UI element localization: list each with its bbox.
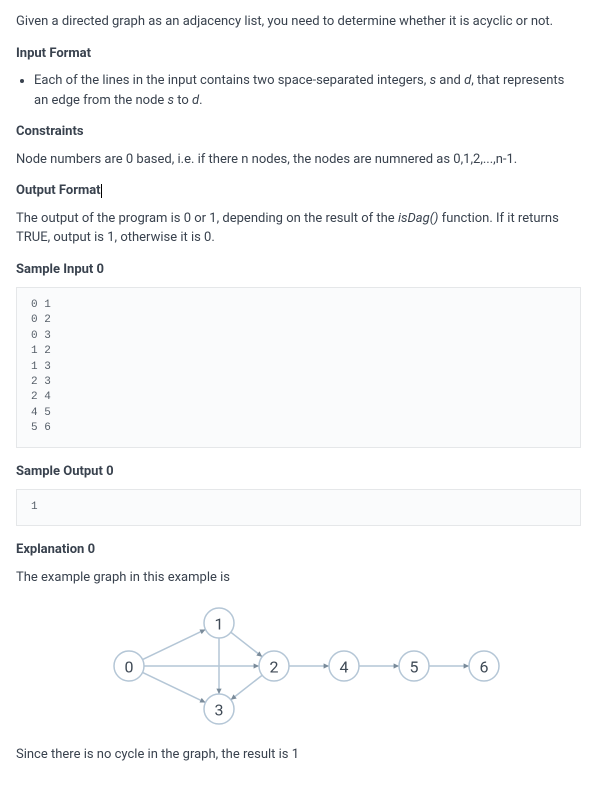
heading-constraints: Constraints (16, 122, 581, 142)
heading-explanation: Explanation 0 (16, 540, 581, 560)
sample-input-code: 0 1 0 2 0 3 1 2 1 3 2 3 2 4 4 5 5 6 (16, 287, 581, 448)
bullet-text-end: . (199, 93, 202, 108)
output-func: isDag() (398, 211, 439, 226)
intro-text: Given a directed graph as an adjacency l… (16, 12, 581, 32)
bullet-text-to: to (174, 93, 192, 108)
text-cursor (101, 184, 102, 198)
bullet-text-pre: Each of the lines in the input contains … (34, 73, 430, 88)
heading-input-format: Input Format (16, 44, 581, 64)
constraints-text: Node numbers are 0 based, i.e. if there … (16, 150, 581, 170)
heading-sample-output: Sample Output 0 (16, 462, 581, 482)
svg-text:1: 1 (214, 615, 223, 634)
input-format-list: Each of the lines in the input contains … (16, 71, 581, 110)
sample-output-code: 1 (16, 489, 581, 526)
output-format-text: The output of the program is 0 or 1, dep… (16, 209, 581, 248)
svg-text:2: 2 (269, 658, 278, 677)
heading-output-format: Output Format (16, 181, 581, 201)
svg-text:3: 3 (214, 701, 223, 720)
svg-text:5: 5 (409, 658, 418, 677)
svg-text:6: 6 (479, 658, 488, 677)
svg-text:0: 0 (124, 658, 133, 677)
heading-output-format-text: Output Format (16, 183, 101, 198)
svg-text:4: 4 (339, 658, 348, 677)
input-bullet: Each of the lines in the input contains … (34, 71, 581, 110)
graph-diagram: 0 1 2 3 4 5 6 (69, 601, 529, 731)
graph-svg: 0 1 2 3 4 5 6 (69, 601, 529, 731)
bullet-text-and: and (436, 73, 464, 88)
explanation-text: The example graph in this example is (16, 568, 581, 588)
heading-sample-input: Sample Input 0 (16, 260, 581, 280)
conclusion-text: Since there is no cycle in the graph, th… (16, 745, 581, 765)
output-pre: The output of the program is 0 or 1, dep… (16, 211, 398, 226)
